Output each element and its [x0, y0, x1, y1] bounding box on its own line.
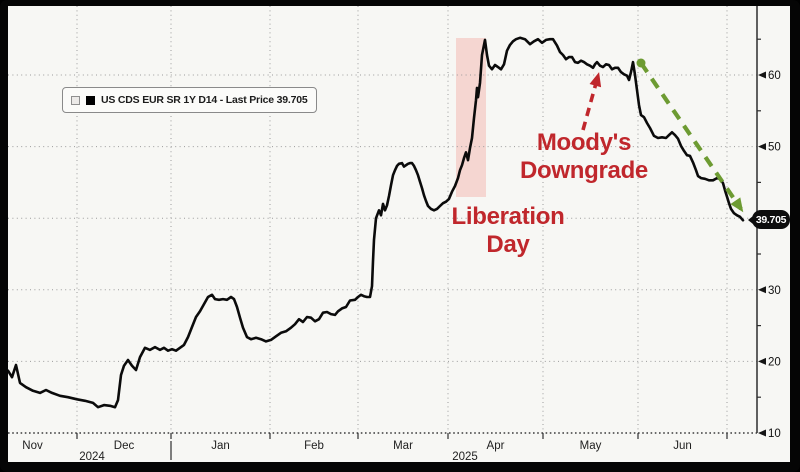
- y-axis-tick-label: 60: [768, 70, 781, 82]
- cds-chart-svg: 60 50 30 20 10 Nov Dec Jan Feb Mar Apr May Jun 2024 20…: [8, 6, 781, 462]
- x-axis-month-label: Dec: [114, 440, 135, 452]
- x-axis-month-label: May: [580, 440, 602, 452]
- cds-spread-line: [8, 36, 745, 409]
- x-axis-month-label: Nov: [22, 440, 43, 452]
- y-axis-tick-arrow-icon: [758, 286, 766, 294]
- y-axis-tick-arrow-icon: [758, 357, 766, 365]
- y-axis-tick-label: 30: [768, 285, 781, 297]
- downtrend-arrow-origin-dot: [636, 58, 646, 68]
- y-axis-tick-arrow-icon: [758, 71, 766, 79]
- y-axis-tick-label: 20: [768, 356, 781, 368]
- legend-toggle-icon[interactable]: [71, 95, 80, 105]
- y-axis-tick-arrow-icon: [758, 429, 766, 437]
- y-axis-tick-arrow-icon: [758, 143, 766, 151]
- chart-canvas: 60 50 30 20 10 Nov Dec Jan Feb Mar Apr May Jun 2024 20…: [8, 6, 790, 462]
- legend[interactable]: US CDS EUR SR 1Y D14 - Last Price 39.705: [62, 87, 317, 113]
- downtrend-arrow: [639, 61, 744, 213]
- moodys-arrow: [581, 72, 602, 131]
- x-axis-month-label: Feb: [304, 440, 324, 452]
- y-axis-tick-label: 10: [768, 428, 781, 440]
- x-axis-month-label: Apr: [487, 440, 505, 452]
- legend-label: US CDS EUR SR 1Y D14 - Last Price 39.705: [101, 94, 308, 106]
- x-axis-year-label: 2024: [79, 451, 105, 462]
- last-price-tag: 39.705: [748, 210, 790, 229]
- x-axis-month-label: Mar: [393, 440, 413, 452]
- liberation-day-annotation: Liberation Day: [451, 203, 565, 258]
- y-axis-tick-label: 50: [768, 142, 781, 154]
- moodys-downgrade-annotation: Moody's Downgrade: [520, 129, 648, 184]
- x-axis-month-label: Jan: [211, 440, 230, 452]
- series-swatch-icon: [86, 95, 95, 105]
- x-axis-year-label: 2025: [452, 451, 478, 462]
- x-axis-month-label: Jun: [673, 440, 692, 452]
